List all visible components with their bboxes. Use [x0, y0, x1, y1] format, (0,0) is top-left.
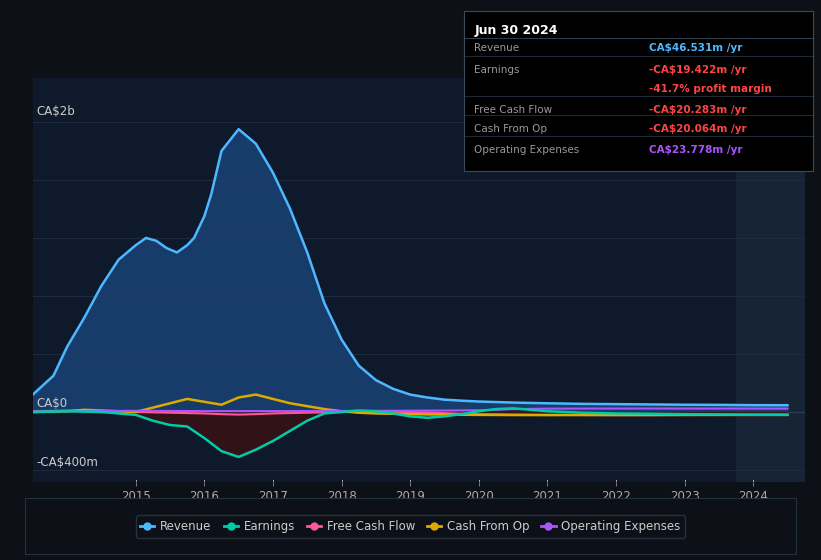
- Text: Revenue: Revenue: [475, 43, 520, 53]
- Text: -41.7% profit margin: -41.7% profit margin: [649, 84, 772, 94]
- Text: CA$2b: CA$2b: [36, 105, 75, 118]
- Text: CA$0: CA$0: [36, 397, 67, 410]
- Text: -CA$20.064m /yr: -CA$20.064m /yr: [649, 124, 746, 134]
- Text: CA$46.531m /yr: CA$46.531m /yr: [649, 43, 742, 53]
- Text: -CA$20.283m /yr: -CA$20.283m /yr: [649, 105, 746, 115]
- Bar: [736, 78, 805, 482]
- Text: -CA$19.422m /yr: -CA$19.422m /yr: [649, 64, 746, 74]
- Text: -CA$400m: -CA$400m: [36, 455, 99, 469]
- Text: Jun 30 2024: Jun 30 2024: [475, 24, 557, 37]
- Text: Cash From Op: Cash From Op: [475, 124, 548, 134]
- Text: Earnings: Earnings: [475, 64, 520, 74]
- Text: Operating Expenses: Operating Expenses: [475, 145, 580, 155]
- Legend: Revenue, Earnings, Free Cash Flow, Cash From Op, Operating Expenses: Revenue, Earnings, Free Cash Flow, Cash …: [135, 515, 686, 538]
- Text: Free Cash Flow: Free Cash Flow: [475, 105, 553, 115]
- Text: CA$23.778m /yr: CA$23.778m /yr: [649, 145, 742, 155]
